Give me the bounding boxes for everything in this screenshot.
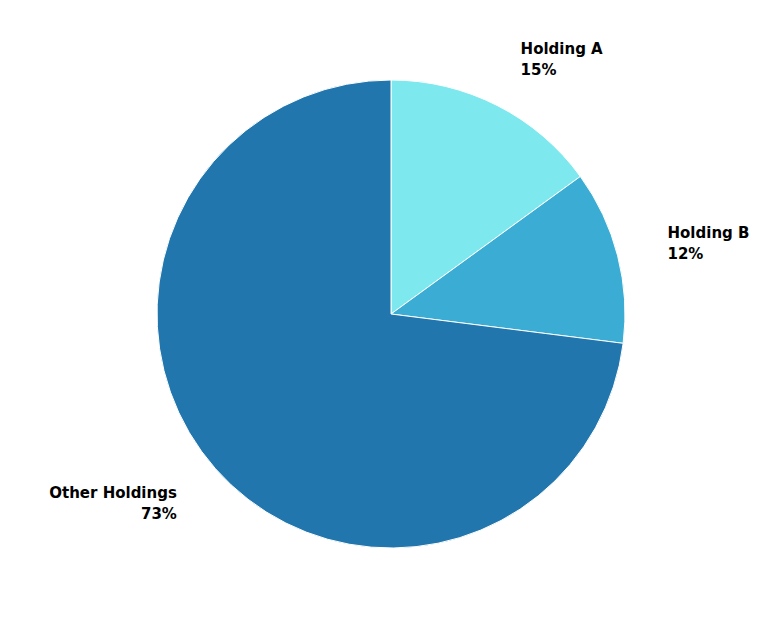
label-name: Holding B [668, 224, 750, 242]
label-value: 12% [668, 245, 704, 263]
pie: Holding A 15% Holding B 12% Other Holdings 73… [49, 40, 749, 548]
label-value: 15% [521, 61, 557, 79]
chart: Holding A 15% Holding B 12% Other Holdings 73… [0, 0, 782, 628]
label-name: Holding A [521, 40, 604, 58]
data-label: Holding A 15% [521, 40, 604, 79]
slice [157, 80, 623, 548]
label-name: Other Holdings [49, 484, 177, 502]
label-value: 73% [141, 505, 177, 523]
slices [157, 80, 625, 548]
data-label: Holding B 12% [668, 224, 750, 263]
data-labels: Holding A 15% Holding B 12% Other Holdings 73… [49, 40, 749, 522]
data-label: Other Holdings 73% [49, 484, 177, 523]
